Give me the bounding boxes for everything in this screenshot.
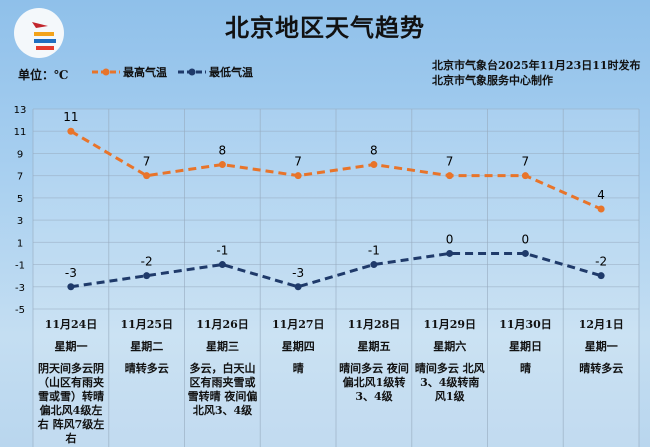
data-point-high [370, 161, 378, 169]
weather-description: 晴 [292, 362, 304, 375]
legend-high-swatch [92, 68, 120, 76]
y-tick-label: 13 [14, 105, 27, 116]
data-label-high: 11 [63, 110, 78, 124]
y-tick-label: -3 [15, 283, 25, 294]
data-label-low: 0 [446, 232, 454, 246]
y-tick-label: 11 [14, 127, 27, 138]
y-tick-label: 1 [17, 238, 23, 249]
date-label: 11月26日 [196, 318, 249, 331]
data-label-high: 7 [143, 155, 151, 169]
data-label-low: -2 [141, 255, 153, 269]
weather-description: 晴转多云 [124, 362, 169, 375]
weekday-label: 星期二 [130, 340, 164, 353]
data-point-high [143, 172, 151, 180]
data-label-low: -3 [292, 266, 304, 280]
y-tick-label: 5 [17, 194, 23, 205]
date-label: 11月27日 [271, 318, 325, 331]
data-label-low: -1 [368, 244, 380, 258]
weekday-label: 星期三 [206, 340, 239, 353]
weather-service-logo [14, 8, 64, 58]
legend-low-label: 最低气温 [209, 66, 253, 79]
weather-description: 晴转多云 [579, 362, 624, 375]
data-label-high: 7 [294, 155, 302, 169]
weekday-label: 星期六 [433, 340, 467, 353]
data-label-high: 4 [597, 188, 605, 202]
y-tick-label: 9 [17, 149, 23, 160]
data-label-low: -3 [65, 266, 77, 280]
data-label-low: -1 [216, 244, 228, 258]
data-point-high [218, 161, 226, 169]
weather-description: 晴间多云 夜间偏北风1级转3、4级 [339, 362, 409, 403]
weekday-label: 星期一 [54, 340, 88, 353]
weekday-label: 星期五 [357, 340, 391, 353]
data-label-high: 7 [446, 155, 454, 169]
date-label: 11月29日 [423, 318, 477, 331]
date-label: 11月30日 [499, 318, 552, 331]
date-label: 11月28日 [347, 318, 401, 331]
y-tick-label: 7 [17, 172, 23, 183]
legend-high-label: 最高气温 [123, 66, 167, 79]
weather-description: 晴 [520, 362, 531, 375]
weather-description: 晴间多云 北风3、4级转南风1级 [414, 362, 485, 403]
weather-description: 多云，白天山区有雨夹雪或雪转晴 夜间偏北风3、4级 [187, 362, 258, 417]
data-point-low [294, 283, 302, 291]
weekday-label: 星期日 [509, 340, 542, 353]
legend-low-swatch [178, 68, 206, 76]
data-point-high [521, 172, 529, 180]
date-label: 12月1日 [578, 318, 624, 331]
weekday-label: 星期四 [281, 340, 315, 353]
data-label-high: 8 [370, 144, 378, 158]
weather-description: 阴天间多云阴（山区有雨夹雪或雪）转晴 偏北风4级左右 阵风7级左右 [37, 362, 105, 445]
publisher-text: 北京市气象台2025年11月23日11时发布 [432, 59, 641, 72]
series-line-high [70, 129, 602, 211]
data-point-high [597, 205, 605, 213]
legend-high: 最高气温 [92, 64, 167, 80]
date-label: 11月25日 [120, 318, 174, 331]
weekday-label: 星期一 [584, 340, 618, 353]
y-tick-label: 3 [17, 216, 23, 227]
data-point-low [446, 249, 454, 257]
data-point-low [67, 283, 75, 291]
page-title: 北京地区天气趋势 [225, 13, 425, 42]
data-label-high: 7 [522, 155, 530, 169]
y-tick-label: -1 [15, 261, 25, 272]
data-label-high: 8 [219, 144, 227, 158]
data-point-low [521, 249, 529, 257]
data-point-low [143, 272, 151, 280]
data-label-low: -2 [595, 255, 607, 269]
date-label: 11月24日 [44, 318, 98, 331]
unit-label: 单位：℃ [18, 68, 69, 82]
data-point-high [67, 127, 75, 135]
y-tick-label: -5 [15, 305, 25, 316]
data-point-low [218, 261, 226, 269]
data-point-high [446, 172, 454, 180]
producer-text: 北京市气象服务中心制作 [432, 74, 553, 87]
data-point-high [294, 172, 302, 180]
data-label-low: 0 [522, 232, 530, 246]
legend-low: 最低气温 [178, 64, 253, 80]
data-point-low [597, 272, 605, 280]
data-point-low [370, 261, 378, 269]
